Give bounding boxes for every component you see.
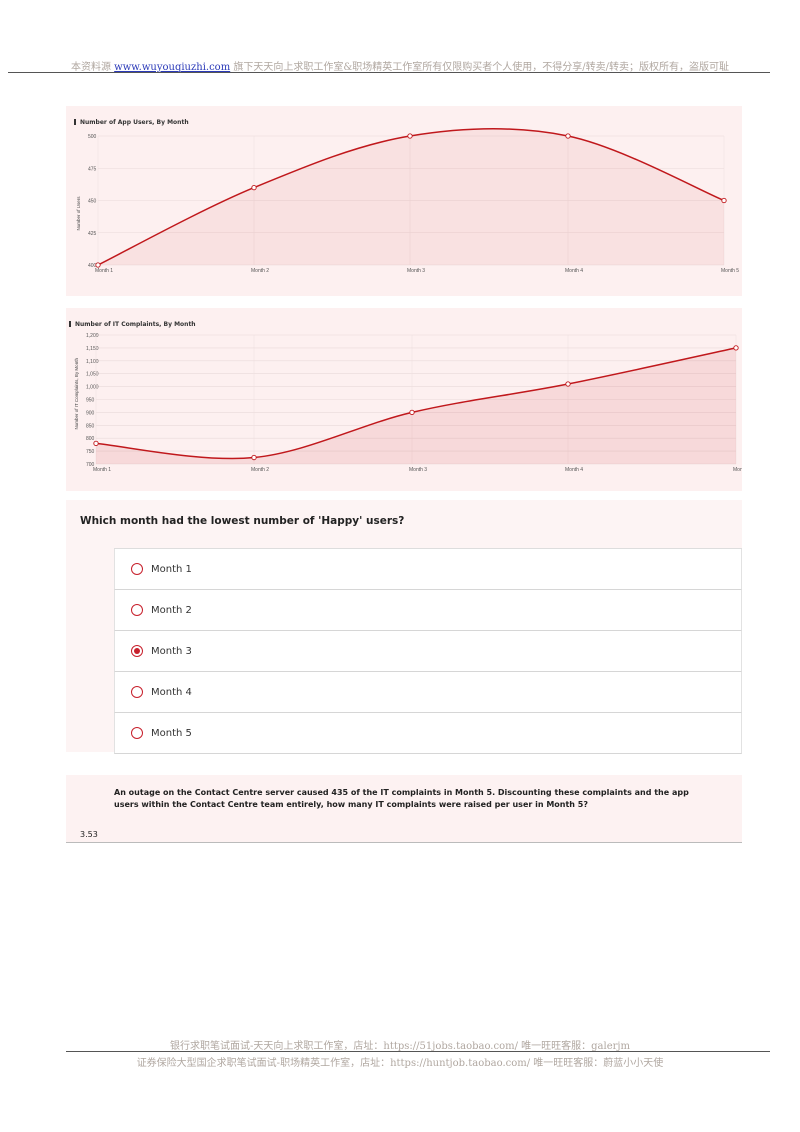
question-text: Which month had the lowest number of 'Ha… <box>80 515 405 527</box>
data-point <box>733 345 739 351</box>
option-month-1[interactable]: Month 1 <box>114 549 742 590</box>
it-complaints-chart: Number of IT Complaints, By Month 700 750… <box>66 308 742 491</box>
x-tick-label: Month 1 <box>93 467 111 473</box>
header-suffix: 旗下天天向上求职工作室&职场精英工作室所有仅限购买者个人使用，不得分享/转卖/转… <box>230 62 730 73</box>
option-label: Month 5 <box>151 727 192 739</box>
y-tick-label: 450 <box>88 199 97 205</box>
footer-rule <box>66 1051 770 1052</box>
option-label: Month 4 <box>151 686 192 698</box>
radio-button[interactable] <box>131 563 143 575</box>
footer-link[interactable]: https://51jobs.taobao.com/ <box>383 1041 518 1052</box>
x-tick-label: Month 2 <box>251 467 269 473</box>
x-tick-label: Month 3 <box>407 268 425 274</box>
y-tick-label: 475 <box>88 166 97 172</box>
y-tick-label: 400 <box>88 263 97 269</box>
radio-button[interactable] <box>131 604 143 616</box>
y-tick-label: 750 <box>86 449 95 455</box>
footer-text: 唯一旺旺客服：galerjm <box>517 1041 630 1052</box>
app-users-chart-svg: 400 425 450 475 500 Month 1 Month 2 Month 3 Mont… <box>76 127 739 274</box>
footer-line-1: 银行求职笔试面试-天天向上求职工作室，店址：https://51jobs.tao… <box>0 1037 800 1052</box>
y-tick-label: 950 <box>86 398 95 404</box>
it-complaints-chart-svg: 700 750 800 850 900 950 1,000 1,050 1,100 1,150 1,… <box>74 333 742 473</box>
y-tick-label: 1,200 <box>86 333 99 339</box>
option-label: Month 2 <box>151 604 192 616</box>
data-point <box>721 197 727 204</box>
radio-button[interactable] <box>131 727 143 739</box>
data-point <box>407 133 413 139</box>
x-tick-label: Month 2 <box>251 268 269 274</box>
option-month-3[interactable]: Month 3 <box>114 631 742 672</box>
y-tick-label: 700 <box>86 462 95 468</box>
radio-button-selected[interactable] <box>131 645 143 657</box>
radio-button[interactable] <box>131 686 143 698</box>
x-tick-label: Month 1 <box>95 268 113 274</box>
y-tick-label: 1,150 <box>86 346 99 352</box>
y-tick-label: 1,000 <box>86 385 99 391</box>
option-label: Month 3 <box>151 645 192 657</box>
data-point <box>93 440 99 447</box>
header-prefix: 本资料源 <box>70 62 115 73</box>
option-month-4[interactable]: Month 4 <box>114 672 742 713</box>
option-label: Month 1 <box>151 563 192 575</box>
data-point <box>565 133 571 139</box>
option-month-2[interactable]: Month 2 <box>114 590 742 631</box>
y-tick-label: 900 <box>86 410 95 416</box>
y-axis-label: Number of IT Complaints, By Month <box>74 358 79 430</box>
radio-dot <box>134 648 140 654</box>
answer-options: Month 1 Month 2 Month 3 Month 4 Month 5 <box>114 548 742 754</box>
footer-text: 唯一旺旺客服：蔚蓝小小天使 <box>530 1058 664 1069</box>
series-area <box>98 128 724 265</box>
y-tick-label: 1,050 <box>86 372 99 378</box>
series-area <box>96 347 736 464</box>
page-header: 本资料源 www.wuyouqiuzhi.com 旗下天天向上求职工作室&职场精… <box>0 58 800 73</box>
y-tick-label: 500 <box>88 134 97 140</box>
y-tick-label: 850 <box>86 423 95 429</box>
option-month-5[interactable]: Month 5 <box>114 713 742 754</box>
answer-value[interactable]: 3.53 <box>80 830 98 839</box>
footer-line-2: 证券保险大型国企求职笔试面试-职场精英工作室，店址：https://huntjo… <box>0 1054 800 1069</box>
y-tick-label: 425 <box>88 231 97 237</box>
header-rule <box>8 72 770 73</box>
question2-text: An outage on the Contact Centre server c… <box>114 788 689 809</box>
y-tick-label: 1,100 <box>86 359 99 365</box>
data-point <box>251 184 257 191</box>
question2-panel <box>66 775 742 843</box>
x-tick-label: Month 3 <box>409 467 427 473</box>
chart-title: Number of App Users, By Month <box>74 119 189 126</box>
y-axis-label: Number of Users <box>76 196 81 231</box>
x-tick-label: Month 5 <box>733 467 742 473</box>
data-point <box>565 381 571 387</box>
app-users-chart: Number of App Users, By Month 400 425 450 4… <box>66 106 742 296</box>
footer-text: 证券保险大型国企求职笔试面试-职场精英工作室，店址： <box>136 1058 391 1069</box>
footer-link[interactable]: https://huntjob.taobao.com/ <box>390 1058 531 1069</box>
data-point <box>409 409 415 416</box>
footer-text: 银行求职笔试面试-天天向上求职工作室，店址： <box>170 1041 384 1052</box>
x-tick-label: Month 5 <box>721 268 739 274</box>
y-tick-label: 800 <box>86 436 95 442</box>
data-point <box>95 262 101 268</box>
x-tick-label: Month 4 <box>565 467 583 473</box>
chart-title: Number of IT Complaints, By Month <box>69 321 196 328</box>
header-link[interactable]: www.wuyouqiuzhi.com <box>114 62 231 73</box>
data-point <box>251 454 257 461</box>
x-tick-label: Month 4 <box>565 268 583 274</box>
